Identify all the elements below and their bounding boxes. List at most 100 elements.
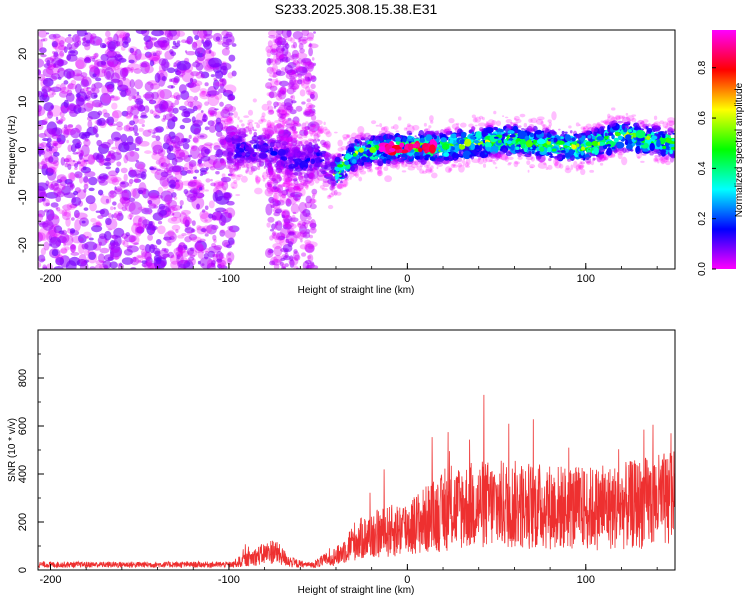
spectrogram-cell [184,219,190,228]
spectrogram-cells [38,30,675,269]
spectrogram-cell [299,211,308,222]
y-tick-label: 200 [17,513,29,531]
spectrogram-cell [514,161,520,165]
spectrogram-cell [60,247,68,254]
spectrogram-cell [621,156,628,166]
spectrogram-cell [123,234,137,243]
spectrogram-cell [71,196,82,206]
spectrogram-cell [254,176,262,183]
spectrogram-cell [353,173,358,177]
spectrogram-cell [401,170,407,173]
spectrogram-cell [105,118,110,124]
spectrogram-cell [151,152,165,161]
spectrogram-cell [296,73,303,78]
spectrogram-cell [668,144,674,148]
spectrogram-cell [495,166,498,169]
spectrogram-cell [270,122,275,129]
spectrogram-cell [195,179,202,189]
spectrogram-cell [268,109,275,115]
spectrogram-cell [191,78,198,84]
spectrogram-cell [425,166,432,172]
spectrogram-cell [271,155,278,161]
spectrogram-cell [400,156,406,160]
spectrogram-cell [68,103,77,112]
spectrogram-cell [606,144,611,147]
spectrogram-cell [75,97,85,107]
spectrogram-cell [397,162,402,164]
spectrogram-cell [212,32,223,43]
spectrogram-cell [163,236,172,241]
spectrogram-cell [87,111,101,120]
spectrogram-cell [259,144,269,152]
spectrogram-cell [204,205,209,210]
spectrogram-cell [46,59,51,67]
spectrogram-cell [113,96,119,101]
spectrogram-cell [266,222,271,228]
spectrogram-cell [175,150,180,154]
spectrogram-cell [414,155,421,160]
spectrogram-cell [38,162,41,167]
spectrogram-cell [61,229,68,236]
spectrogram-cell [489,151,497,159]
spectrogram-cell [188,234,198,241]
spectrogram-cell [159,209,168,216]
spectrogram-cell [218,262,225,269]
spectrogram-cell [143,262,156,269]
spectrogram-cell [508,156,514,161]
spectrogram-cell [224,164,234,170]
spectrogram-cell [264,181,273,189]
spectrogram-cell [226,200,235,206]
spectrogram-cell [267,165,274,170]
spectrogram-cell [304,232,308,237]
spectrogram-cell [281,266,287,269]
spectrogram-cell [155,238,162,245]
spectrogram-cell [219,119,226,131]
spectrogram-cell [455,134,460,138]
spectrogram-cell [90,33,97,40]
spectrogram-cell [278,104,288,116]
spectrogram-cell [548,121,552,127]
spectrogram-cell [285,176,292,186]
spectrogram-cell [156,195,163,199]
spectrogram-cell [240,175,248,183]
spectrogram-cell [231,186,235,189]
spectrogram-cell [408,132,413,135]
spectrogram-cell [104,230,112,241]
spectrogram-cell [273,105,277,109]
spectrogram-cell [91,83,96,92]
spectrogram-cell [38,74,46,82]
spectrogram-cell [70,251,80,256]
spectrogram-cell [180,90,190,100]
spectrogram-cell [329,178,333,181]
spectrogram-cell [286,87,295,95]
spectrogram-cell [63,127,69,138]
spectrogram-cell [649,142,655,152]
spectrogram-cell [532,144,535,148]
spectrogram-cell [280,257,286,261]
spectrogram-cell [160,40,167,51]
spectrogram-cell [63,209,71,218]
spectrogram-cell [266,123,269,128]
spectrogram-cell [520,128,525,130]
spectrogram-cell [48,33,57,40]
spectrogram-cell [176,247,180,252]
spectrogram-cell [343,175,348,179]
spectrogram-cell [642,119,649,123]
spectrogram-cell [171,217,178,222]
spectrogram-cell [172,107,179,114]
spectrogram-cell [122,66,132,72]
spectrogram-cell [423,122,427,127]
spectrogram-cell [585,141,593,147]
spectrogram-cell [211,211,221,222]
spectrogram-cell [669,149,673,155]
spectrogram-cell [461,159,466,164]
spectrogram-cell [212,234,217,241]
spectrogram-cell [66,43,72,51]
spectrogram-cell [267,216,275,223]
spectrogram-cell [63,124,68,129]
spectrogram-cell [145,223,152,230]
spectrogram-cell [53,151,60,157]
spectrogram-cell [170,94,176,99]
spectrogram-cell [172,207,178,212]
spectrogram-cell [291,214,296,222]
